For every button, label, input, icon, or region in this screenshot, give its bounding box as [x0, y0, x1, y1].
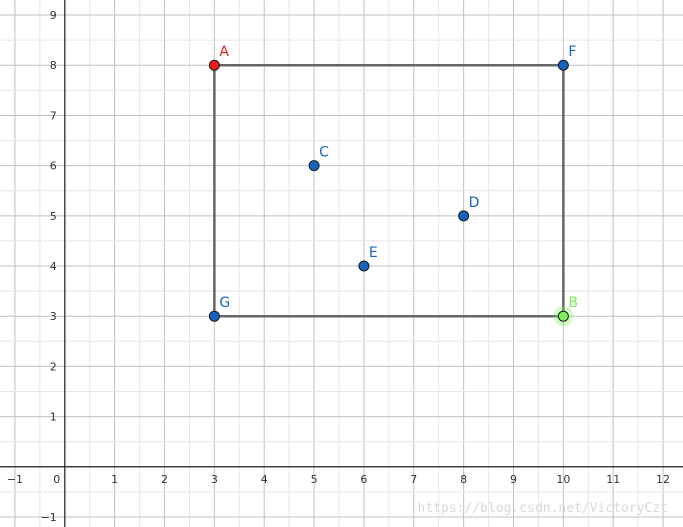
watermark: https://blog.csdn.net/VictoryCzt: [418, 501, 668, 516]
y-tick-label: 2: [50, 360, 57, 373]
point-e[interactable]: [358, 260, 370, 272]
point-label-e: E: [369, 245, 378, 261]
x-tick-label: −1: [7, 473, 23, 486]
x-tick-label: 5: [311, 473, 318, 486]
points[interactable]: A F C D E G B: [208, 44, 578, 327]
point-b[interactable]: [557, 310, 569, 322]
y-tick-label: −1: [41, 511, 57, 524]
y-tick-label: 8: [50, 59, 57, 72]
x-tick-label: 7: [410, 473, 417, 486]
point-f[interactable]: [557, 59, 569, 71]
x-tick-label: 9: [510, 473, 517, 486]
y-tick-label: 6: [50, 160, 57, 173]
point-label-a: A: [219, 44, 229, 60]
x-tick-label: 0: [53, 473, 60, 486]
point-d[interactable]: [458, 210, 470, 222]
x-tick-label: 1: [111, 473, 118, 486]
y-tick-label: 1: [50, 411, 57, 424]
x-tick-label: 4: [261, 473, 268, 486]
point-c[interactable]: [308, 160, 320, 172]
x-tick-label: 11: [606, 473, 620, 486]
point-label-c: C: [319, 145, 329, 161]
x-tick-label: 8: [460, 473, 467, 486]
point-a[interactable]: [208, 59, 220, 71]
x-tick-label: 6: [360, 473, 367, 486]
point-label-g: G: [219, 295, 230, 311]
point-label-b: B: [568, 295, 578, 311]
x-tick-label: 3: [211, 473, 218, 486]
point-g[interactable]: [208, 310, 220, 322]
point-label-d: D: [469, 195, 480, 211]
point-label-f: F: [568, 44, 576, 60]
x-tick-label: 10: [556, 473, 570, 486]
x-tick-label: 2: [161, 473, 168, 486]
y-tick-label: 5: [50, 210, 57, 223]
y-tick-label: 7: [50, 109, 57, 122]
y-tick-label: 3: [50, 310, 57, 323]
y-tick-label: 9: [50, 9, 57, 22]
x-tick-label: 12: [656, 473, 670, 486]
y-tick-label: 4: [50, 260, 57, 273]
